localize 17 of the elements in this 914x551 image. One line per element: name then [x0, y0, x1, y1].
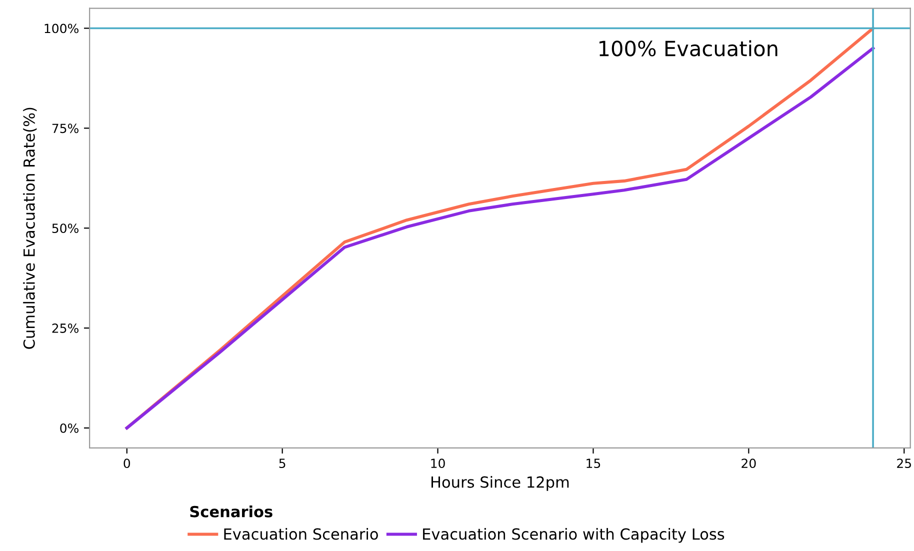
y-tick-label: 25%	[52, 324, 78, 333]
x-tick-label: 10	[431, 458, 445, 468]
ref-line-label: 100% Evacuation	[600, 40, 778, 56]
x-tick-label: 25	[897, 458, 911, 468]
y-axis-title: Cumulative Evacuation Rate(%)	[23, 108, 37, 349]
x-tick-label: 0	[124, 458, 130, 468]
legend-label: Evacuation Scenario with Capacity Loss	[423, 528, 724, 543]
y-tick-label: 0%	[60, 423, 78, 433]
y-tick-label: 50%	[52, 224, 78, 234]
x-tick-label: 15	[586, 458, 600, 468]
x-axis-title: Hours Since 12pm	[432, 476, 569, 491]
y-tick-label: 75%	[52, 124, 78, 134]
x-tick-label: 5	[279, 458, 286, 468]
y-tick-label: 100%	[44, 24, 78, 34]
x-tick-label: 20	[742, 458, 756, 468]
legend-title: Scenarios	[190, 506, 272, 518]
legend-label: Evacuation Scenario	[224, 528, 378, 540]
